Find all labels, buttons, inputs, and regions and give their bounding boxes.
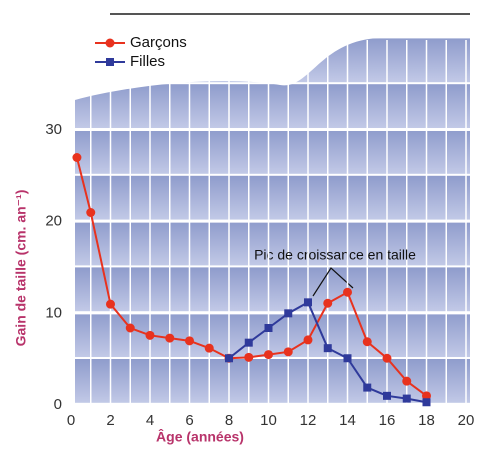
legend-marker <box>106 58 114 66</box>
data-point <box>422 391 431 401</box>
legend-label: Filles <box>130 53 165 70</box>
data-point <box>283 347 293 357</box>
x-axis-label: Âge (années) <box>156 428 244 445</box>
data-point <box>362 337 372 347</box>
data-point <box>402 394 411 403</box>
annotation-arrows <box>312 267 354 297</box>
data-point <box>303 335 313 345</box>
data-point <box>125 323 135 333</box>
x-tick-label: 14 <box>339 412 356 429</box>
data-point <box>264 324 273 332</box>
x-tick-label: 20 <box>458 412 475 429</box>
x-tick-label: 10 <box>260 412 277 429</box>
x-tick-label: 0 <box>67 412 75 429</box>
legend-marker <box>105 38 115 48</box>
y-axis-label: Gain de taille (cm. an⁻¹) <box>13 190 29 347</box>
data-point <box>343 287 352 297</box>
y-tick-label: 10 <box>45 304 62 321</box>
data-point <box>323 298 333 308</box>
data-point <box>145 330 155 340</box>
data-point <box>244 352 254 362</box>
x-tick-label: 12 <box>300 412 317 429</box>
data-point <box>244 338 253 347</box>
data-point <box>383 391 391 400</box>
y-tick-label: 30 <box>45 121 62 138</box>
data-point <box>422 398 431 407</box>
y-tick-label: 0 <box>54 396 62 413</box>
data-point <box>225 354 233 363</box>
legend-label: Garçons <box>130 34 187 51</box>
y-tick-label: 20 <box>45 213 62 230</box>
data-point <box>284 309 293 318</box>
x-tick-label: 6 <box>185 412 193 429</box>
data-point <box>264 350 273 360</box>
data-point <box>165 333 175 343</box>
annotation: Pic de croissance en taille <box>254 247 416 263</box>
data-point <box>106 299 115 309</box>
data-point <box>72 153 82 162</box>
x-tick-label: 8 <box>225 412 233 429</box>
x-tick-label: 2 <box>106 412 114 429</box>
data-point <box>204 343 214 353</box>
x-tick-label: 16 <box>379 412 396 429</box>
data-point <box>86 208 96 217</box>
data-point <box>402 376 412 386</box>
data-point <box>323 344 332 353</box>
data-point <box>382 353 392 363</box>
data-point <box>363 383 372 392</box>
x-tick-label: 4 <box>146 412 154 429</box>
x-tick-label: 18 <box>418 412 435 429</box>
data-point <box>343 354 352 363</box>
data-point <box>185 336 194 346</box>
data-point <box>304 298 312 307</box>
